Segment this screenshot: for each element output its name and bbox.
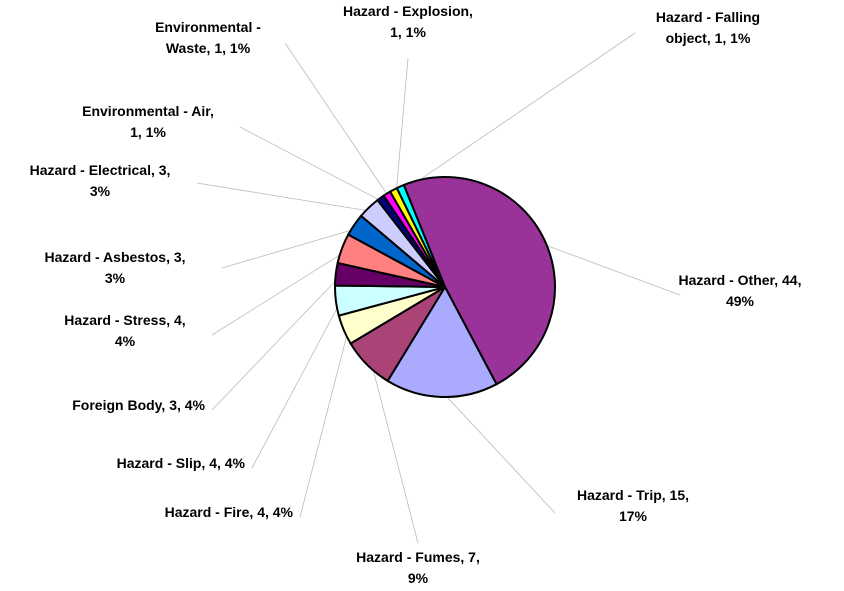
leader-line [221,227,359,269]
leader-line [370,360,419,544]
leader-line [239,126,384,203]
label-line: Hazard - Asbestos, 3, [44,249,185,265]
data-label: Hazard - Stress, 4, 4% [64,312,185,349]
data-label: Hazard - Electrical, 3, 3% [30,162,171,199]
leader-line [402,32,636,192]
label-line: Environmental - Air, [82,103,214,119]
label-line: 49% [726,293,755,309]
label-line: 17% [619,508,648,524]
data-label: Environmental - Waste, 1, 1% [155,19,261,56]
label-line: object, 1, 1% [666,30,751,46]
leader-lines [196,32,681,544]
pie-slice [395,183,446,288]
leader-line [441,391,556,514]
label-line: Hazard - Electrical, 3, [30,162,171,178]
data-label: Hazard - Other, 44, 49% [679,272,802,309]
leader-line [395,57,409,195]
label-line: Hazard - Other, 44, [679,272,802,288]
data-label: Environmental - Air, 1, 1% [82,103,214,140]
leader-line [539,242,681,296]
label-line: 1, 1% [390,24,426,40]
data-label: Hazard - Trip, 15, 17% [577,487,689,524]
label-line: Environmental - [155,19,261,35]
label-line: 3% [105,270,126,286]
pie-slice [386,284,498,398]
label-line: Hazard - Explosion, [343,3,473,19]
data-label: Foreign Body, 3, 4% [72,397,205,413]
label-line: Waste, 1, 1% [166,40,251,56]
label-line: 4% [115,333,136,349]
label-line: Hazard - Fumes, 7, [356,549,480,565]
label-line: Hazard - Trip, 15, [577,487,689,503]
data-label: Hazard - Slip, 4, 4% [117,455,246,471]
leader-line [284,42,391,199]
data-label: Hazard - Fire, 4, 4% [165,504,294,520]
leader-line [251,299,342,469]
pie-slice [402,176,556,386]
leader-line [211,250,348,336]
label-line: 3% [90,183,111,199]
leader-line [196,182,373,212]
data-label: Hazard - Falling object, 1, 1% [656,9,760,46]
label-line: 1, 1% [130,124,166,140]
data-label: Hazard - Fumes, 7, 9% [356,549,480,586]
data-label: Hazard - Explosion, 1, 1% [343,3,473,40]
leader-line [211,274,342,411]
label-line: 9% [408,570,429,586]
label-line: Hazard - Falling [656,9,760,25]
leader-line [299,327,350,518]
data-label: Hazard - Asbestos, 3, 3% [44,249,185,286]
label-line: Hazard - Stress, 4, [64,312,185,328]
